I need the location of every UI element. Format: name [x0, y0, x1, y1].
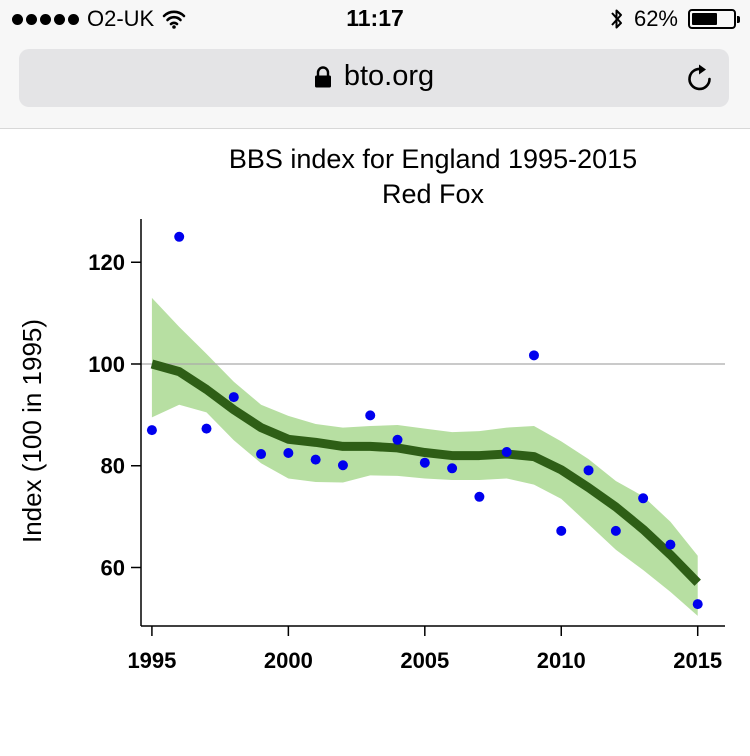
status-bar: O2-UK 11:17 62% [0, 0, 750, 42]
data-point-2015 [692, 599, 703, 610]
status-left: O2-UK [12, 6, 186, 32]
data-point-2006 [447, 463, 458, 474]
y-tick-label-80: 80 [101, 454, 125, 479]
data-point-2011 [583, 465, 594, 476]
data-point-2013 [638, 493, 649, 504]
carrier-name: O2-UK [87, 6, 155, 31]
x-tick-label-1995: 1995 [127, 648, 176, 673]
data-point-2009 [528, 350, 539, 361]
reload-icon[interactable] [685, 62, 715, 94]
data-point-2003 [365, 410, 376, 421]
trend-line [150, 359, 701, 586]
x-tick-label-2010: 2010 [537, 648, 586, 673]
y-tick-label-60: 60 [101, 555, 125, 580]
data-point-2005 [419, 457, 430, 468]
battery-fill [692, 13, 717, 25]
battery-icon [688, 9, 740, 29]
data-point-1998 [228, 392, 239, 403]
x-tick-label-2005: 2005 [400, 648, 449, 673]
data-point-2002 [337, 460, 348, 471]
data-point-2007 [474, 491, 485, 502]
wifi-icon [162, 10, 186, 29]
data-point-2001 [310, 454, 321, 465]
status-right: 62% [610, 6, 740, 32]
chart-title: BBS index for England 1995-2015 [229, 144, 637, 174]
y-tick-label-100: 100 [88, 352, 125, 377]
data-point-1996 [174, 231, 185, 242]
browser-nav-bar: bto.org [0, 42, 750, 129]
plot-area: 60 80 100 120 1995 2000 2005 2010 2015 [88, 219, 725, 673]
data-point-2000 [283, 448, 294, 459]
x-tick-label-2015: 2015 [673, 648, 722, 673]
url-field[interactable]: bto.org [19, 49, 729, 107]
data-point-2010 [556, 525, 567, 536]
bbs-index-chart: BBS index for England 1995-2015 Red Fox … [17, 144, 725, 673]
data-point-2014 [665, 539, 676, 550]
x-tick-label-2000: 2000 [264, 648, 313, 673]
data-point-2008 [501, 447, 512, 458]
battery-percentage: 62% [633, 6, 678, 31]
data-point-1999 [256, 449, 267, 460]
status-time: 11:17 [346, 5, 404, 31]
url-text: bto.org [343, 60, 435, 92]
y-tick-label-120: 120 [88, 250, 125, 275]
data-point-1995 [146, 425, 157, 436]
bluetooth-icon [611, 9, 622, 29]
data-point-1997 [201, 423, 212, 434]
chart-subtitle: Red Fox [382, 179, 485, 209]
signal-dots [12, 13, 79, 25]
data-point-2004 [392, 434, 403, 445]
data-point-2012 [610, 525, 621, 536]
lock-icon [314, 65, 331, 87]
y-axis-label: Index (100 in 1995) [17, 319, 47, 543]
